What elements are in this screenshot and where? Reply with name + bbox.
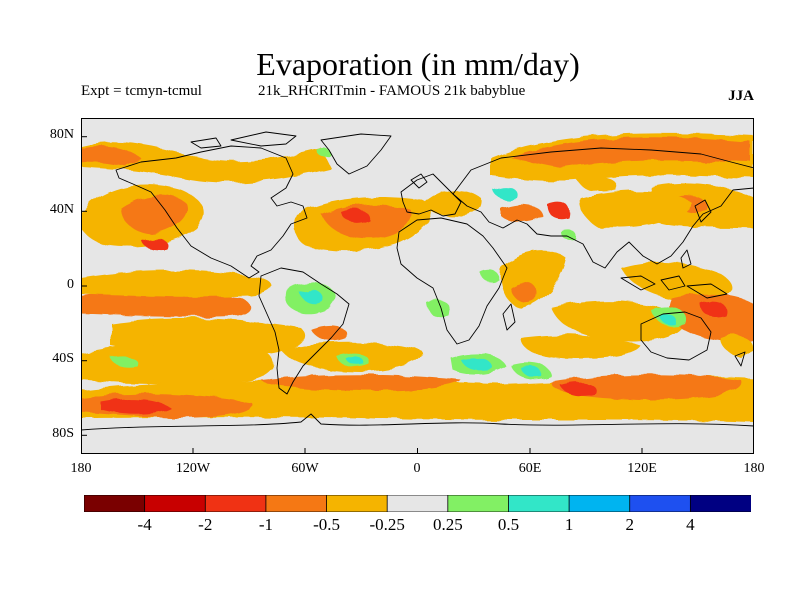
negative-region	[551, 374, 742, 400]
lat-label-40s: 40S	[52, 351, 74, 366]
evaporation-map	[81, 118, 754, 454]
positive-region	[111, 356, 138, 367]
season-label: JJA	[728, 88, 754, 104]
colorbar-swatch	[144, 495, 207, 512]
negative-region	[501, 203, 543, 222]
colorbar-swatch	[265, 495, 328, 512]
lat-label-80s: 80S	[52, 426, 74, 441]
positive-region	[493, 187, 518, 200]
colorbar-swatch	[447, 495, 510, 512]
colorbar-swatch	[568, 495, 631, 512]
negative-region	[576, 176, 617, 192]
colorbar-swatch	[508, 495, 570, 512]
negative-region	[81, 290, 250, 317]
colorbar-swatch	[689, 495, 751, 512]
negative-region	[81, 146, 141, 166]
negative-region	[721, 335, 754, 358]
colorbar-swatch	[204, 495, 267, 512]
negative-region	[426, 190, 482, 217]
colorbar-label: -4	[137, 515, 152, 534]
positive-region	[659, 314, 676, 325]
colorbar-label: 0.5	[497, 515, 520, 534]
colorbar-swatch	[326, 495, 389, 512]
negative-region	[621, 262, 732, 302]
negative-region	[261, 374, 461, 391]
lon-label-0: 0	[413, 461, 421, 476]
negative-region	[551, 301, 684, 342]
negative-region	[701, 301, 727, 318]
coastlines	[81, 131, 754, 431]
positive-region	[299, 289, 323, 304]
positive-region	[561, 230, 577, 241]
lon-label-180w: 180	[70, 461, 92, 476]
lon-label-120w: 120W	[175, 461, 211, 476]
anomaly-fields	[81, 133, 754, 422]
lat-label-0: 0	[67, 277, 74, 292]
colorbar-label: -0.25	[369, 515, 405, 534]
colorbar-label: 2	[625, 515, 634, 534]
positive-region	[317, 148, 331, 157]
run-label: 21k_RHCRITmin - FAMOUS 21k babyblue	[258, 83, 526, 99]
positive-region	[481, 270, 500, 282]
chart-title: Evaporation (in mm/day)	[256, 46, 580, 82]
colorbar-swatch	[84, 495, 146, 512]
negative-region	[101, 399, 171, 415]
negative-region	[547, 201, 570, 220]
negative-region	[511, 283, 537, 303]
negative-region	[580, 190, 691, 229]
colorbar-label: -2	[198, 515, 213, 534]
lon-label-180e: 180	[743, 461, 765, 476]
negative-region	[81, 142, 331, 183]
colorbar-label: 0.25	[432, 515, 463, 534]
colorbar-label: 1	[564, 515, 574, 534]
lon-label-60w: 60W	[291, 461, 319, 476]
lon-label-60e: 60E	[518, 461, 542, 476]
negative-region	[521, 335, 641, 359]
lat-label-40n: 40N	[49, 202, 74, 217]
lon-label-120e: 120E	[627, 461, 657, 476]
negative-region	[121, 195, 187, 234]
colorbar-label: -0.5	[313, 515, 340, 534]
experiment-label: Expt = tcmyn-tcmul	[81, 83, 202, 99]
negative-region	[81, 343, 274, 384]
negative-region	[141, 238, 167, 249]
positive-region	[521, 366, 542, 377]
positive-region	[426, 299, 450, 318]
colorbar-swatch	[629, 495, 692, 512]
negative-region	[668, 293, 754, 342]
positive-region	[461, 358, 493, 370]
colorbar-swatch	[386, 495, 449, 512]
axis-ticks	[81, 136, 643, 454]
colorbar-label: 4	[686, 515, 695, 534]
positive-region	[346, 356, 364, 365]
negative-region	[341, 209, 370, 223]
negative-region	[561, 383, 597, 396]
colorbar-label: -1	[258, 515, 273, 534]
lat-label-80n: 80N	[49, 127, 74, 142]
colorbar	[84, 495, 751, 512]
negative-region	[81, 270, 272, 297]
negative-region	[511, 137, 751, 168]
